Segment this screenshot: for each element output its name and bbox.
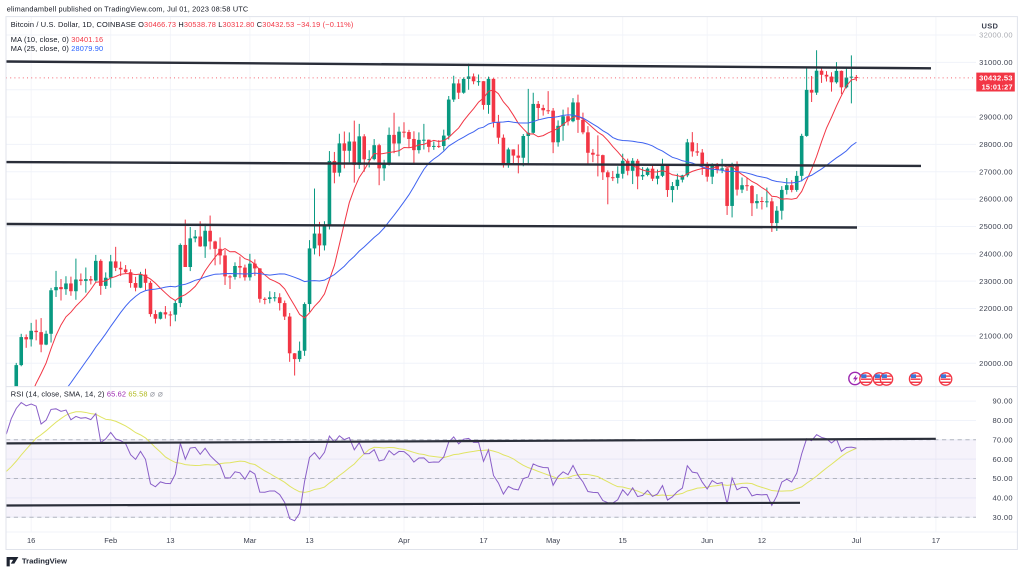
svg-text:13: 13 [305, 536, 313, 545]
svg-text:Jul: Jul [852, 536, 862, 545]
svg-text:17: 17 [932, 536, 940, 545]
svg-text:13: 13 [166, 536, 174, 545]
svg-text:RSI (14, close, SMA, 14, 2) 6: RSI (14, close, SMA, 14, 2) 65.62 65.58 … [11, 389, 164, 399]
svg-text:30432.53: 30432.53 [979, 73, 1013, 82]
svg-text:28000.00: 28000.00 [979, 140, 1013, 149]
svg-text:23000.00: 23000.00 [979, 277, 1013, 286]
svg-text:27000.00: 27000.00 [979, 167, 1013, 176]
svg-text:May: May [546, 536, 560, 545]
svg-text:24000.00: 24000.00 [979, 249, 1013, 258]
svg-text:26000.00: 26000.00 [979, 195, 1013, 204]
svg-text:12: 12 [758, 536, 766, 545]
svg-text:20000.00: 20000.00 [979, 359, 1013, 368]
svg-text:50.00: 50.00 [993, 474, 1013, 483]
svg-text:17: 17 [479, 536, 487, 545]
svg-text:Mar: Mar [243, 536, 256, 545]
svg-text:32000.00: 32000.00 [979, 31, 1013, 40]
svg-text:MA (25, close, 0) 28079.90: MA (25, close, 0) 28079.90 [11, 44, 104, 53]
svg-text:TradingView: TradingView [22, 557, 67, 566]
svg-text:25000.00: 25000.00 [979, 222, 1013, 231]
svg-text:16: 16 [27, 536, 35, 545]
svg-text:29000.00: 29000.00 [979, 113, 1013, 122]
svg-text:70.00: 70.00 [993, 435, 1013, 444]
svg-text:40.00: 40.00 [993, 494, 1013, 503]
svg-text:Apr: Apr [398, 536, 410, 545]
svg-text:USD: USD [982, 22, 999, 31]
svg-text:Bitcoin / U.S. Dollar, 1D, COI: Bitcoin / U.S. Dollar, 1D, COINBASE O304… [11, 20, 354, 29]
svg-text:Feb: Feb [104, 536, 117, 545]
svg-text:30.00: 30.00 [993, 513, 1013, 522]
svg-text:MA (10, close, 0) 30401.16: MA (10, close, 0) 30401.16 [11, 35, 104, 44]
svg-text:15: 15 [619, 536, 627, 545]
svg-text:15:01:27: 15:01:27 [982, 82, 1013, 91]
svg-text:60.00: 60.00 [993, 455, 1013, 464]
svg-text:31000.00: 31000.00 [979, 58, 1013, 67]
svg-text:elimandambell published on Tra: elimandambell published on TradingView.c… [7, 4, 249, 13]
svg-text:90.00: 90.00 [993, 397, 1013, 406]
svg-text:80.00: 80.00 [993, 416, 1013, 425]
svg-text:Jun: Jun [701, 536, 713, 545]
svg-text:22000.00: 22000.00 [979, 304, 1013, 313]
svg-text:21000.00: 21000.00 [979, 331, 1013, 340]
